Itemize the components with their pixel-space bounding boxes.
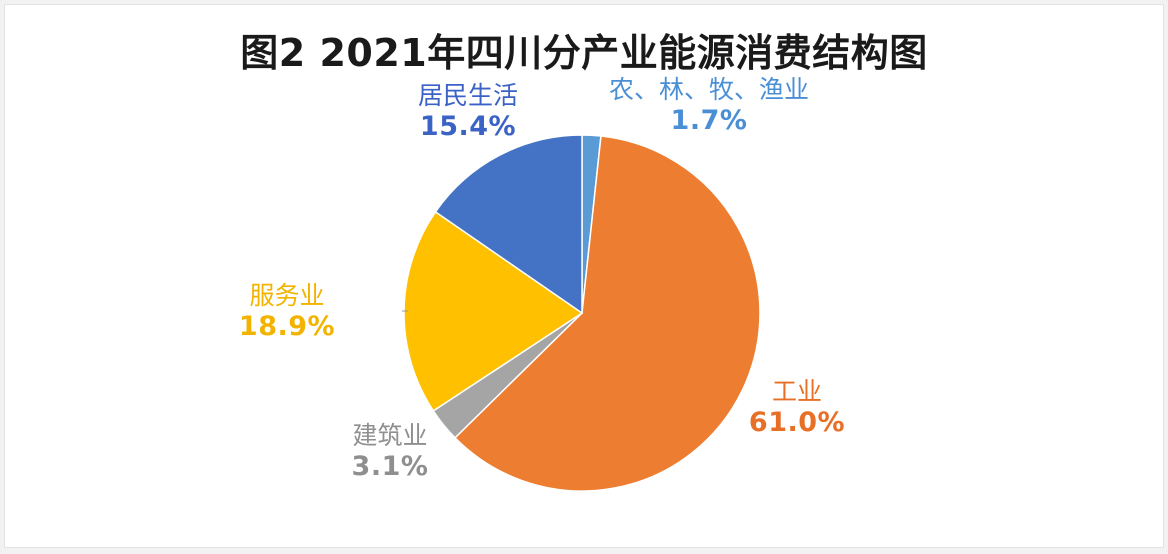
- slice-name: 建筑业: [352, 421, 428, 450]
- slice-percent: 1.7%: [670, 104, 748, 136]
- slice-percent: 61.0%: [748, 406, 846, 438]
- slice-name: 工业: [771, 377, 822, 406]
- slice-label-services: 服务业 18.9%: [222, 281, 352, 342]
- pie-slice-4: [434, 134, 583, 315]
- slice-label-construction: 建筑业 3.1%: [330, 421, 450, 482]
- slice-name: 服务业: [249, 281, 325, 310]
- chart-title: 图2 2021年四川分产业能源消费结构图: [240, 31, 928, 75]
- slice-label-industry: 工业 61.0%: [732, 377, 862, 438]
- slice-label-agriculture: 农、林、牧、渔业 1.7%: [578, 75, 840, 136]
- slice-label-residential: 居民生活 15.4%: [388, 81, 548, 142]
- slice-percent: 15.4%: [419, 110, 517, 142]
- pie-slice-1: [453, 135, 761, 492]
- pie-slices: [403, 134, 761, 492]
- slice-percent: 18.9%: [238, 310, 336, 342]
- slice-name: 农、林、牧、渔业: [608, 75, 809, 104]
- slice-name: 居民生活: [417, 81, 518, 110]
- slice-percent: 3.1%: [351, 450, 429, 482]
